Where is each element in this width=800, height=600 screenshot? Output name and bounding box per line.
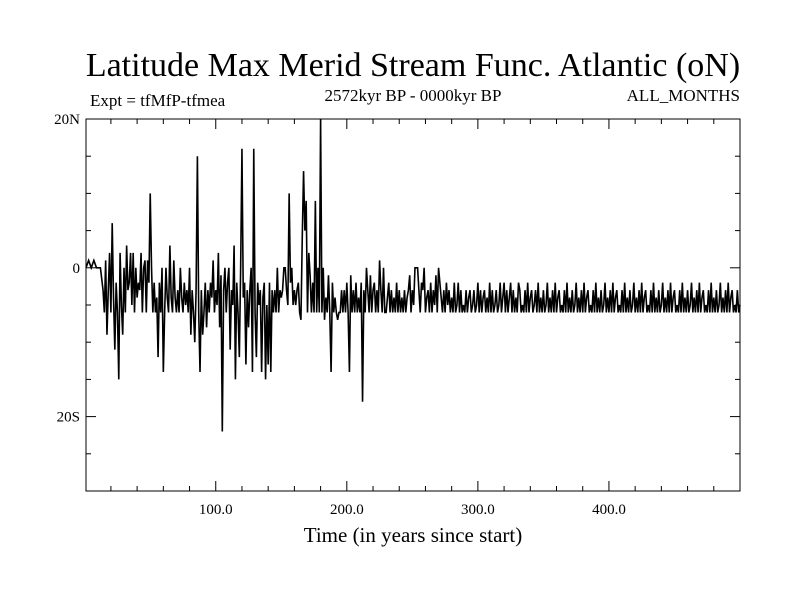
subtitle-left: Expt = tfMfP-tfmea bbox=[90, 91, 226, 110]
y-tick-label: 20S bbox=[57, 410, 80, 426]
y-tick-label: 0 bbox=[73, 261, 81, 277]
x-tick-label: 300.0 bbox=[461, 502, 495, 518]
axis-tick-labels: 100.0 200.0 300.0 400.0 20N 0 20S bbox=[54, 112, 626, 518]
subtitle-center: 2572kyr BP - 0000kyr BP bbox=[325, 86, 502, 105]
series-line-0 bbox=[85, 118, 741, 432]
x-tick-label: 200.0 bbox=[330, 502, 364, 518]
subtitle-right: ALL_MONTHS bbox=[627, 86, 740, 105]
series-group bbox=[85, 118, 741, 432]
x-tick-label: 400.0 bbox=[592, 502, 626, 518]
axis-ticks bbox=[86, 119, 740, 491]
y-tick-label: 20N bbox=[54, 112, 80, 128]
x-tick-label: 100.0 bbox=[199, 502, 233, 518]
chart-title: Latitude Max Merid Stream Func. Atlantic… bbox=[86, 47, 740, 84]
x-axis-label: Time (in years since start) bbox=[304, 523, 523, 547]
